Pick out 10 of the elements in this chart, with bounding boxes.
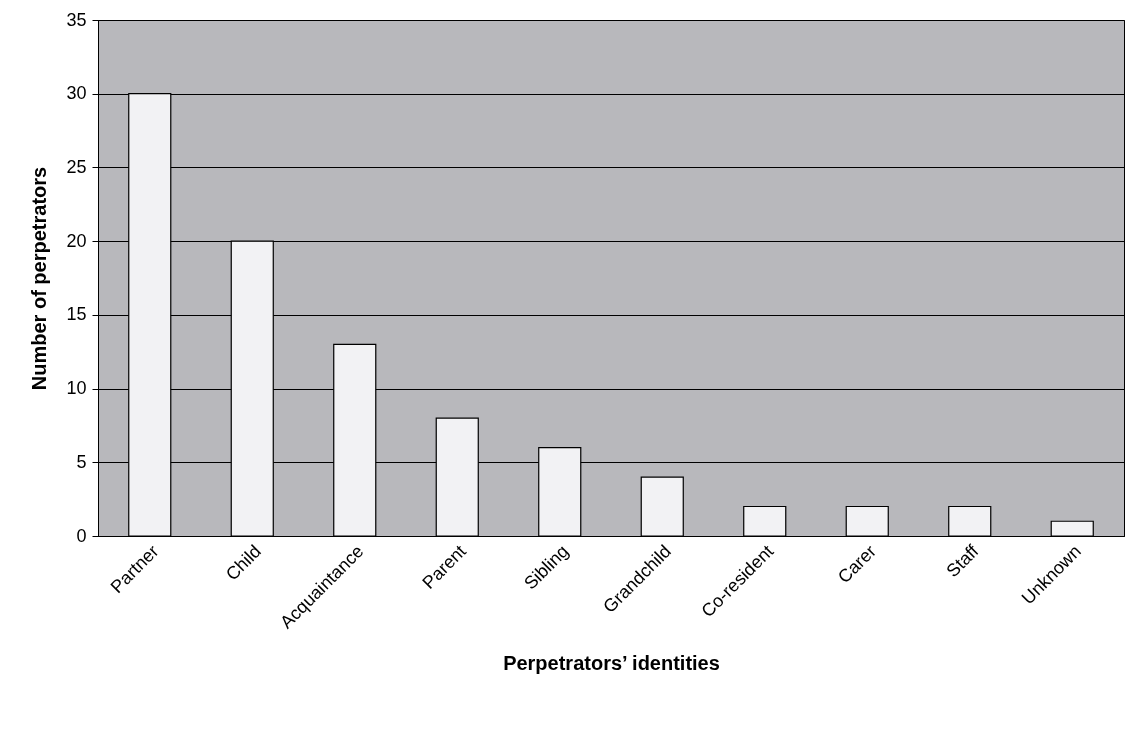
- y-tick-label: 5: [76, 451, 87, 472]
- y-axis-title: Number of perpetrators: [28, 166, 51, 391]
- y-tick-label: 0: [76, 525, 87, 546]
- x-axis-title: Perpetrators’ identities: [503, 652, 720, 675]
- y-tick-label: 35: [66, 9, 87, 30]
- y-tick-label: 15: [66, 304, 87, 325]
- y-tick-label: 20: [66, 230, 87, 251]
- y-tick-label: 10: [66, 378, 87, 399]
- y-tick-label: 30: [66, 83, 87, 104]
- y-tick-label: 25: [66, 156, 87, 177]
